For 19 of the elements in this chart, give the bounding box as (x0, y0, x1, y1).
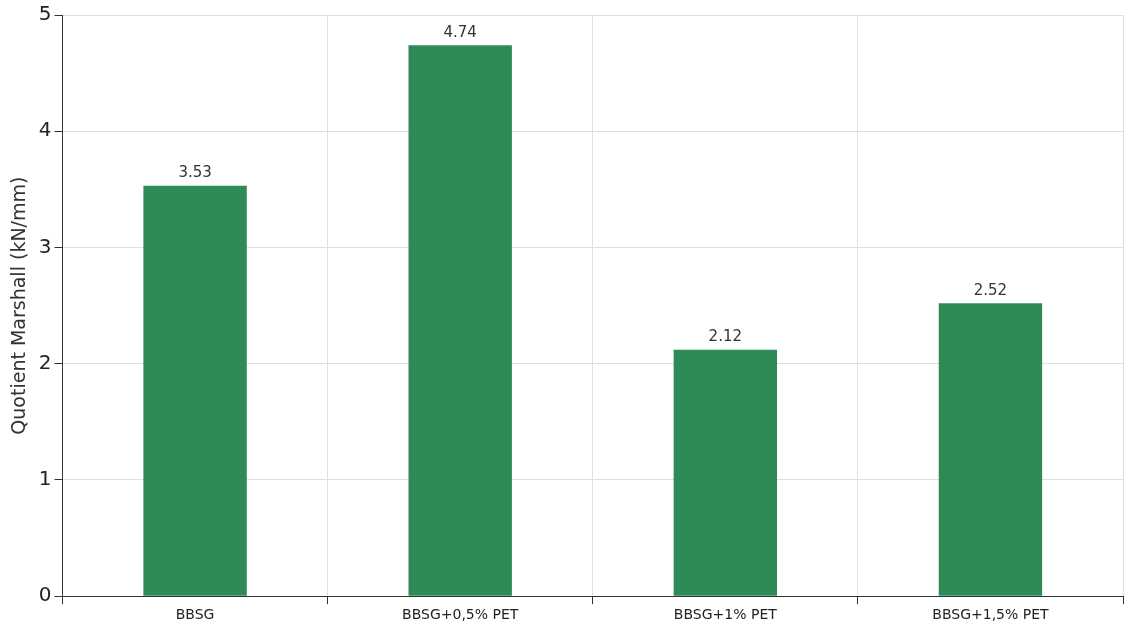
data-label: 3.53 (178, 163, 212, 182)
y-axis-title: Quotient Marshall (kN/mm) (7, 176, 30, 435)
x-tick-label: BBSG+0,5% PET (402, 606, 519, 623)
y-tick-label: 5 (38, 1, 52, 26)
y-tick-label: 0 (38, 582, 52, 607)
bar (673, 349, 778, 596)
bar (143, 185, 247, 596)
x-tick-label: BBSG (175, 606, 215, 623)
x-tick-label: BBSG+1,5% PET (932, 606, 1050, 623)
bar (938, 303, 1043, 596)
y-tick-label: 1 (38, 466, 52, 491)
bar (408, 45, 512, 596)
data-label: 4.74 (443, 22, 477, 41)
y-tick-label: 4 (38, 117, 52, 142)
y-tick-label: 2 (38, 349, 52, 374)
y-tick-label: 3 (38, 233, 52, 258)
x-tick-label: BBSG+1% PET (673, 606, 778, 623)
data-label: 2.12 (708, 327, 743, 346)
data-label: 2.52 (973, 280, 1008, 299)
